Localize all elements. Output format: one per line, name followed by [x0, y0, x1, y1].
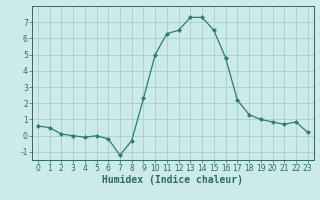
X-axis label: Humidex (Indice chaleur): Humidex (Indice chaleur): [102, 175, 243, 185]
